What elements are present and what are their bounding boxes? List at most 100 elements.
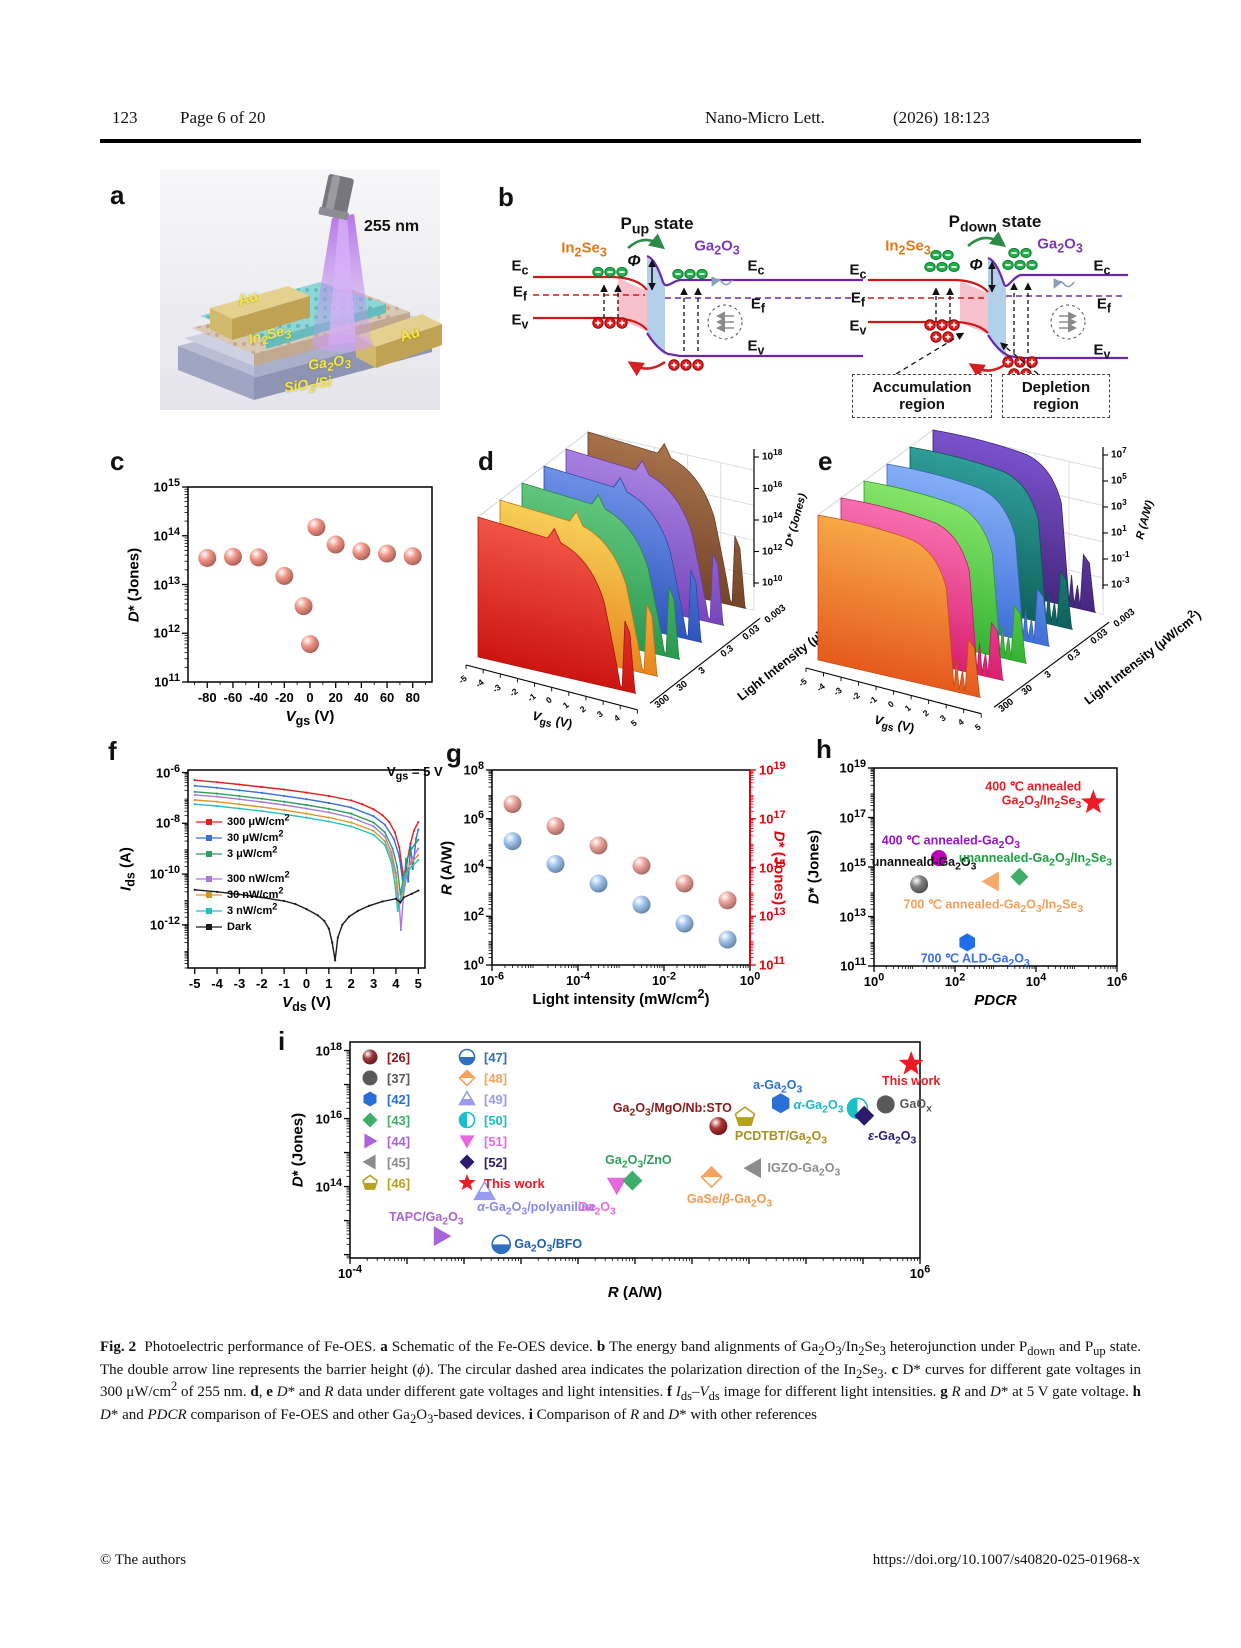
point-label: 400 ℃ annealed Ga2O3/In2Se3: [985, 779, 1082, 811]
x-axis-title: PDCR: [974, 992, 1017, 1009]
legend-item: Dark: [196, 919, 290, 935]
point-label: This work: [881, 1074, 941, 1089]
y-tick-label: 1013: [839, 906, 866, 924]
y-tick-label: 1013: [759, 906, 786, 924]
x-tick-label: 40: [354, 690, 369, 705]
depletion-region-box: Depletion region: [1002, 374, 1110, 418]
point-label: 700 ℃ annealed-Ga2O3/In2Se3: [903, 897, 1084, 916]
ec-label: Ec: [511, 257, 529, 278]
y-tick-label: 10-6: [155, 762, 180, 781]
header-rule: [100, 139, 1141, 143]
x-tick-label: 10-4: [565, 970, 591, 988]
x-tick-label: -2: [256, 976, 268, 991]
x-tick-label: 104: [1025, 971, 1047, 989]
chart-dstar-vs-pdcr: 100 102 104 106 1011 1013 1015 1017 1019 PDCR D* (…: [788, 700, 1152, 1009]
y-tick-label: 102: [463, 906, 485, 924]
panel-label-c: c: [110, 446, 125, 476]
doi-link[interactable]: https://doi.org/10.1007/s40820-025-01968…: [872, 1552, 1140, 1568]
legend-item: 30 nW/cm2: [196, 886, 290, 903]
y-tick-label: 1017: [759, 808, 786, 827]
y-tick-label: 1011: [154, 672, 180, 690]
ev-label: Ev: [511, 311, 529, 332]
y-tick-label: 1011: [759, 955, 785, 973]
y2-axis-title: D* (Jones): [770, 830, 788, 905]
legend-ref-item: [42]: [360, 1089, 410, 1109]
chart-comparison: 10-4 106 1014 1016 1018 R (A/W) D* (Jones) TAPC…: [258, 985, 1003, 1320]
chart-3d-dstar: 1018 1016 1014 1012 1010 D* (Jones) 0.003 0.03 0…: [450, 425, 857, 732]
y-tick-label: 1011: [840, 956, 866, 974]
legend-item: 300 nW/cm2: [196, 870, 290, 887]
ef-label: Ef: [1096, 295, 1112, 316]
phi-label: Φ: [627, 253, 641, 270]
z-tick-label: 101: [1111, 523, 1127, 539]
device-drawing: [160, 170, 442, 410]
ev-label: Ev: [849, 317, 867, 338]
band-diagrams: Pup state In2Se3 Ga2O3 Ec Ef Ev Φ Ec Ef …: [468, 178, 1143, 430]
point-label: Ga2O3/MgO/Nb:STO: [612, 1101, 732, 1119]
x-tick-label: 10-4: [337, 1263, 363, 1281]
y-tick-label: 104: [463, 857, 485, 875]
ev-label: Ev: [747, 337, 765, 358]
z-tick-label: 1012: [762, 541, 783, 557]
in2se3-label: In2Se3: [561, 239, 607, 260]
legend-ref-item: [44]: [360, 1131, 410, 1151]
in2se3-label: In2Se3: [885, 237, 931, 258]
point-label: unannealed-Ga2O3/In2Se3: [958, 850, 1112, 869]
point-label: Ga2O3/BFO: [514, 1237, 583, 1255]
legend-ref-item: [46]: [360, 1173, 410, 1193]
x-tick-label: 80: [405, 690, 420, 705]
pdown-state-title: Pdown state: [948, 212, 1042, 236]
x-axis-title: R (A/W): [607, 1284, 663, 1301]
y-axis-title: R (A/W): [438, 840, 456, 895]
z-tick-label: 1018: [762, 447, 783, 463]
y-tick-label: 1015: [759, 857, 786, 875]
x-tick-label: -5: [188, 976, 201, 991]
x-tick-label: 60: [379, 690, 395, 705]
legend-ref-item: [51]: [457, 1131, 507, 1151]
x-tick-label: 0: [302, 976, 311, 991]
legend-item: 3 nW/cm2: [196, 902, 290, 919]
y-axis-title: D* (Jones): [125, 547, 143, 622]
z-tick-label: 1014: [762, 510, 783, 526]
y-axis-title: D* (Jones): [289, 1112, 307, 1188]
y-tick-label: 1012: [153, 623, 180, 641]
ga2o3-label: Ga2O3: [694, 237, 740, 258]
point-label: 400 ℃ annealed-Ga2O3: [881, 833, 1020, 852]
x-tick-label: 2: [347, 976, 355, 991]
x-tick-label: 4: [392, 976, 400, 991]
legend-ref-item: This work: [457, 1173, 545, 1193]
chart-svg: [868, 767, 1118, 972]
legend-item: 3 μW/cm2: [196, 845, 290, 862]
annotation: Vgs = 5 V: [387, 764, 443, 783]
legend-ref-item: [50]: [457, 1110, 507, 1130]
legend-ref-item: [43]: [360, 1110, 410, 1130]
accumulation-region-box: Accumulation region: [852, 374, 992, 418]
legend-ref-item: [49]: [457, 1089, 507, 1109]
x-axis-title: Vgs (V): [285, 708, 335, 728]
figure-caption: Fig. 2 Photoelectric performance of Fe-O…: [100, 1339, 1142, 1426]
z-tick-label: 103: [1111, 497, 1127, 513]
x-axis-title: Vds (V): [282, 994, 331, 1014]
y-tick-label: 1013: [153, 574, 180, 592]
point-label: GaOx: [899, 1097, 932, 1115]
panel-label-f: f: [108, 736, 117, 766]
page-info: Page 6 of 20: [180, 108, 266, 127]
journal-name: Nano-Micro Lett.: [705, 108, 825, 127]
z-tick-label: 10-3: [1111, 575, 1130, 591]
chart-r-dstar-vs-intensity: 10-6 10-4 10-2 100 100 102 104 106 108 1011 1013 10…: [425, 700, 797, 1008]
z-tick-label: 105: [1111, 471, 1127, 487]
chart-svg: [486, 769, 756, 971]
panel-label-d: d: [478, 446, 494, 476]
panel-label-i: i: [278, 1026, 286, 1056]
x-tick-label: 5: [414, 976, 422, 991]
ef-label: Ef: [850, 289, 866, 310]
x-tick-label: 20: [328, 690, 343, 705]
x-tick-label: 0: [306, 690, 314, 705]
x-tick-label: 106: [1106, 971, 1128, 989]
x-tick-label: -60: [223, 690, 243, 705]
y-tick-label: 1014: [153, 525, 180, 544]
phi-label: Φ: [969, 257, 983, 274]
point-label: TAPC/Ga2O3: [389, 1210, 464, 1228]
chart-svg: [182, 769, 426, 974]
panel-label-a: a: [110, 180, 125, 210]
